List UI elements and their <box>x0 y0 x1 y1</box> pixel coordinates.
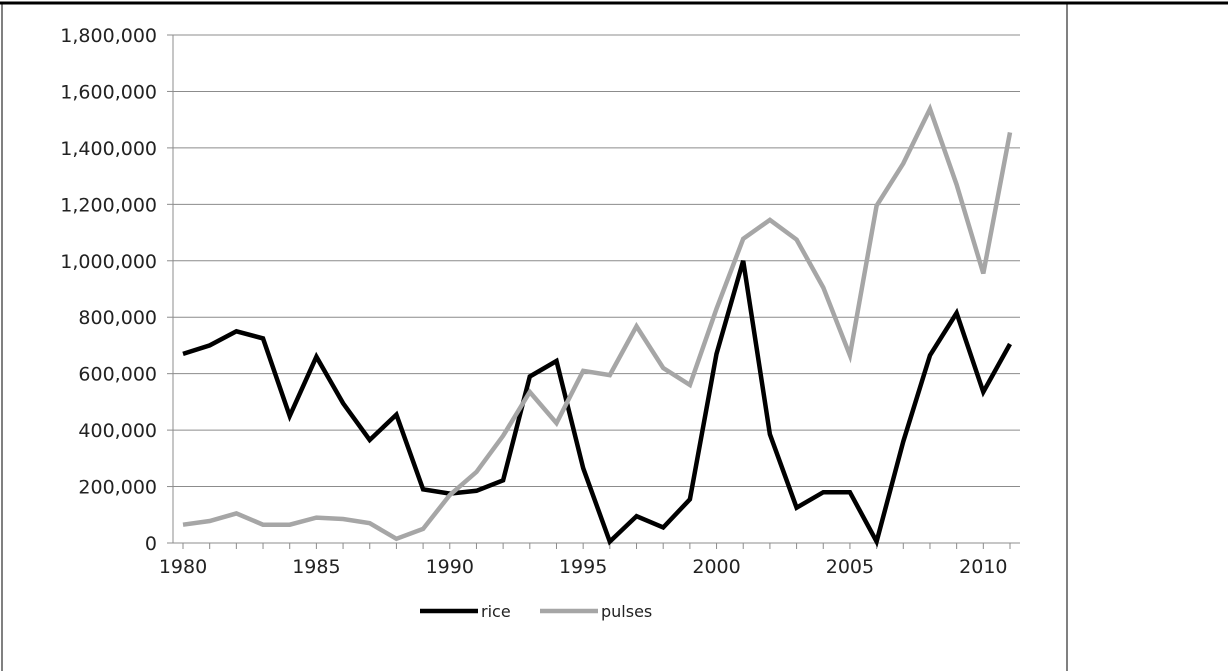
series-line-rice <box>182 260 1012 548</box>
x-tick-label: 2005 <box>826 556 874 578</box>
x-tick-label: 1990 <box>426 556 474 578</box>
y-tick-label: 1,800,000 <box>60 25 157 47</box>
legend-label-rice: rice <box>481 602 511 621</box>
x-tick-label: 1985 <box>292 556 340 578</box>
y-tick-label: 1,600,000 <box>60 81 157 103</box>
y-tick-label: 0 <box>145 533 157 555</box>
legend: rice pulses <box>420 602 652 621</box>
x-tick-label: 1995 <box>559 556 607 578</box>
axes: 0 200,000 400,000 600,000 800,000 1,000,000 1,… <box>60 25 1020 578</box>
legend-label-pulses: pulses <box>601 602 652 621</box>
y-tick-label: 600,000 <box>78 364 157 386</box>
series-lines <box>182 103 1013 548</box>
y-tick-label: 1,400,000 <box>60 138 157 160</box>
gridlines <box>173 34 1020 488</box>
y-tick-label: 1,200,000 <box>60 194 157 216</box>
y-tick-label: 400,000 <box>78 420 157 442</box>
series-line-pulses <box>182 103 1013 542</box>
x-tick-label: 2010 <box>959 556 1007 578</box>
y-tick-label: 1,000,000 <box>60 251 157 273</box>
y-tick-label: 800,000 <box>78 307 157 329</box>
x-tick-label: 2000 <box>692 556 740 578</box>
y-tick-label: 200,000 <box>78 477 157 499</box>
x-tick-label: 1980 <box>159 556 207 578</box>
